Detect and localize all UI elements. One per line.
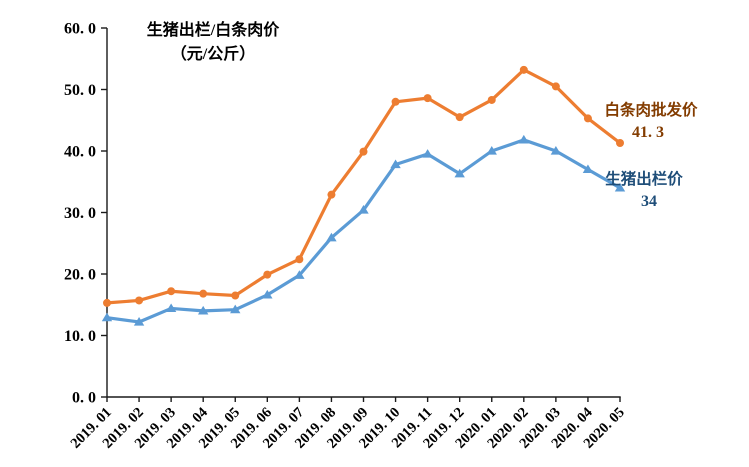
- live-pig-data-point: [133, 316, 145, 326]
- pork-wholesale-data-point: [391, 97, 400, 106]
- live-pig-data-point: [390, 159, 401, 169]
- pork-wholesale-data-point: [423, 94, 432, 103]
- pork-wholesale-price-label: 白条肉批发价: [604, 100, 698, 119]
- live-pig-data-point: [197, 305, 209, 315]
- pork-wholesale-data-point: [551, 82, 560, 91]
- pork-wholesale-data-point: [295, 255, 304, 264]
- pork-wholesale-data-point: [455, 113, 464, 122]
- y-tick-label: 10. 0: [64, 328, 96, 345]
- live-pig-data-point: [486, 146, 497, 155]
- pork-wholesale-data-point: [263, 270, 272, 279]
- pork-wholesale-data-point: [167, 287, 176, 296]
- live-pig-data-point: [518, 134, 530, 144]
- y-tick-label: 20. 0: [64, 267, 96, 284]
- live-pig-data-point: [165, 303, 177, 313]
- live-pig-price-line: [105, 138, 622, 324]
- y-tick-label: 0. 0: [72, 390, 96, 407]
- y-tick-label: 50. 0: [64, 82, 96, 99]
- pork-wholesale-price-value: 41. 3: [632, 124, 664, 141]
- live-pig-price-label: 生猪出栏价: [605, 169, 683, 188]
- pork-wholesale-data-point: [327, 190, 336, 199]
- live-pig-data-point: [582, 164, 594, 174]
- pork-wholesale-data-point: [487, 95, 496, 104]
- y-tick-label: 30. 0: [64, 205, 96, 222]
- live-pig-data-point: [422, 149, 433, 158]
- live-pig-data-point: [550, 146, 562, 155]
- pork-wholesale-data-point: [231, 291, 240, 300]
- live-pig-data-point: [358, 205, 369, 214]
- pork-wholesale-data-point: [135, 296, 144, 305]
- pork-wholesale-data-point: [359, 147, 368, 156]
- live-pig-data-point: [101, 312, 113, 322]
- y-tick-label: 60. 0: [64, 21, 96, 38]
- chart-title: 生猪出栏/白条肉价 （元/公斤）: [128, 19, 298, 67]
- live-pig-data-point: [294, 270, 305, 279]
- chart-title-line2: （元/公斤）: [170, 46, 256, 63]
- live-pig-data-point: [326, 232, 337, 242]
- pork-wholesale-data-point: [103, 298, 111, 307]
- pork-wholesale-data-point: [583, 114, 592, 123]
- live-pig-data-point: [262, 289, 273, 299]
- chart-title-line1: 生猪出栏/白条肉价: [146, 22, 280, 39]
- y-tick-label: 40. 0: [64, 144, 96, 161]
- pork-wholesale-price-line: [105, 68, 622, 305]
- pork-wholesale-data-point: [199, 289, 208, 298]
- live-pig-data-point: [614, 182, 626, 192]
- live-pig-data-point: [454, 168, 465, 178]
- live-pig-data-point: [230, 304, 241, 314]
- pork-wholesale-data-point: [519, 65, 528, 74]
- live-pig-price-value: 34: [641, 193, 657, 210]
- pork-wholesale-data-point: [616, 139, 624, 148]
